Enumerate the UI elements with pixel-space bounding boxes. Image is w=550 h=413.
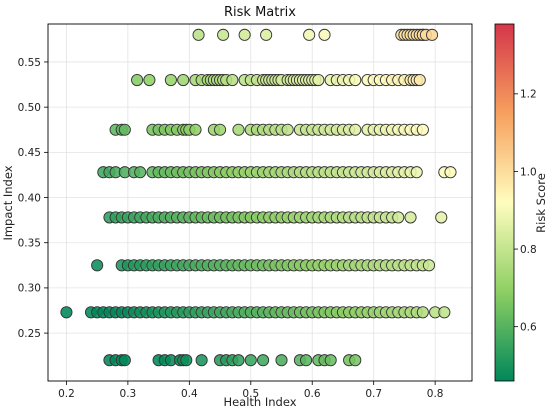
data-point [118, 354, 131, 367]
colorbar-label: Risk Score [534, 173, 548, 233]
data-point [189, 123, 202, 136]
x-tick-label: 0.4 [181, 388, 198, 400]
colorbar-ticks: 0.6 0.8 1.0 1.2 [514, 89, 537, 333]
data-point [214, 123, 227, 136]
data-point [349, 354, 362, 367]
x-tick-label: 0.5 [242, 388, 259, 400]
data-point [244, 354, 257, 367]
data-point [177, 73, 190, 87]
colorbar-tick-label: 1.2 [520, 89, 537, 101]
data-point [238, 28, 251, 41]
y-axis-label: Impact Index [1, 165, 15, 240]
data-point [444, 166, 457, 179]
data-point [118, 123, 131, 136]
data-point [438, 306, 451, 319]
data-point [134, 166, 147, 179]
data-point [257, 354, 270, 367]
y-axis-ticks: 0.25 0.30 0.35 0.40 0.45 0.50 0.55 [18, 57, 48, 340]
colorbar-tick-label: 0.8 [520, 244, 537, 256]
data-point [91, 259, 104, 272]
x-tick-label: 0.6 [304, 388, 321, 400]
data-point [143, 73, 156, 87]
y-tick-label: 0.55 [18, 57, 41, 69]
chart-title: Risk Matrix [224, 5, 296, 20]
colorbar-tick-label: 0.6 [520, 321, 537, 333]
y-tick-label: 0.45 [18, 147, 41, 159]
x-tick-label: 0.3 [120, 388, 137, 400]
data-point [281, 123, 294, 136]
data-point [60, 306, 73, 319]
data-point [426, 28, 439, 41]
data-point [410, 166, 423, 179]
y-tick-label: 0.25 [18, 328, 41, 340]
y-tick-label: 0.40 [18, 192, 41, 204]
data-point [217, 28, 230, 41]
x-tick-label: 0.8 [427, 388, 444, 400]
data-point [416, 306, 429, 319]
scatter-points [60, 28, 457, 367]
data-point [324, 354, 337, 367]
data-point [275, 354, 288, 367]
data-point [131, 73, 144, 87]
y-tick-label: 0.35 [18, 238, 41, 250]
data-point [349, 73, 362, 87]
data-point [192, 28, 205, 41]
x-tick-label: 0.7 [365, 388, 382, 400]
data-point [435, 211, 448, 224]
data-point [226, 73, 239, 87]
x-axis-label: Health Index [223, 395, 296, 409]
data-point [300, 354, 313, 367]
data-point [232, 123, 245, 136]
data-point [312, 73, 325, 87]
x-tick-label: 0.2 [58, 388, 75, 400]
data-point [416, 123, 429, 136]
x-axis-ticks: 0.2 0.3 0.4 0.5 0.6 0.7 0.8 [58, 381, 443, 400]
data-point [260, 28, 273, 41]
data-point [303, 28, 316, 41]
data-point [422, 259, 436, 272]
data-point [232, 354, 245, 367]
data-point [195, 354, 208, 367]
data-point [349, 123, 362, 136]
data-point [180, 354, 193, 367]
data-point [318, 28, 331, 41]
plot-area [47, 23, 473, 382]
data-point [404, 211, 417, 224]
colorbar [494, 23, 515, 382]
y-tick-label: 0.30 [18, 283, 41, 295]
y-tick-label: 0.50 [18, 102, 41, 114]
data-point [413, 73, 426, 87]
data-point [392, 211, 405, 224]
data-point [164, 73, 177, 87]
colorbar-tick-label: 1.0 [520, 166, 537, 178]
